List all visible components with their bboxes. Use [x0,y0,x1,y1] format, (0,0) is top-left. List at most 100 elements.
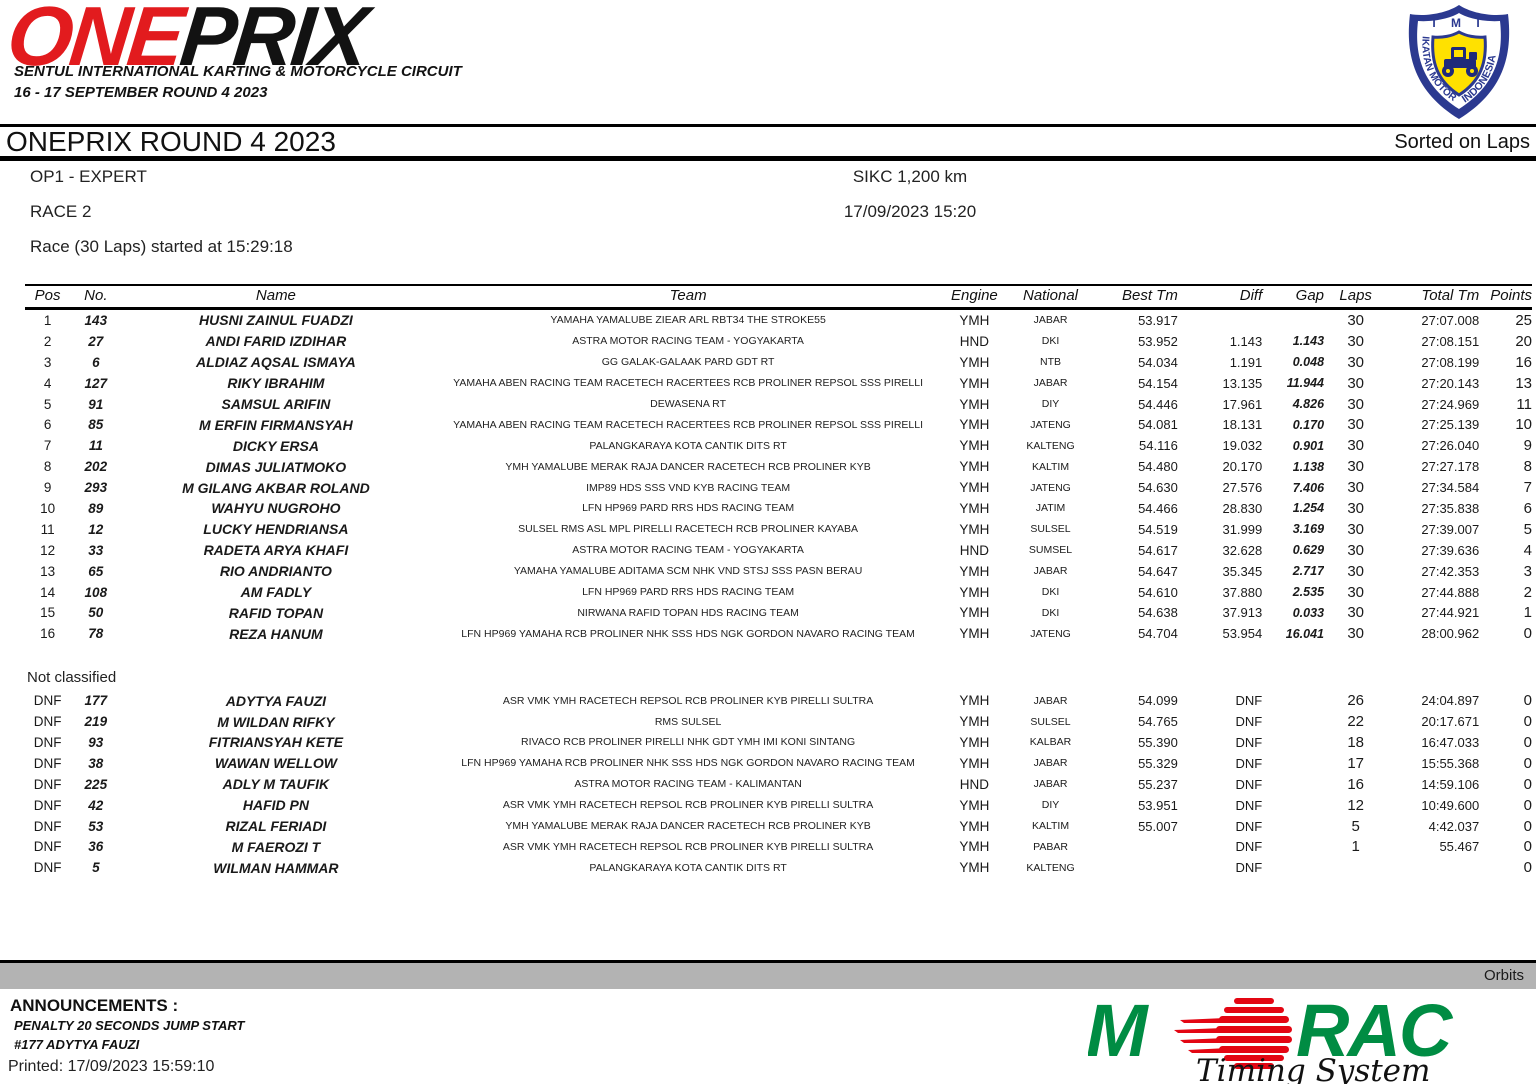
col-header-total-tm: Total Tm [1387,284,1480,310]
cell-national: KALTENG [1026,861,1075,874]
cell-team: RIVACO RCB PROLINER PIRELLI NHK GDT YMH … [521,736,856,749]
cell-gap: 2.535 [1292,585,1325,600]
cell-points: 0 [1523,859,1532,877]
table-row: 5 91 SAMSUL ARIFIN DEWASENA RT YMH DIY 54.446 1… [25,394,1532,415]
cell-name: DIMAS JULIATMOKO [205,458,347,475]
cell-team: ASTRA MOTOR RACING TEAM - YOGYAKARTA [572,544,804,557]
cell-team: GG GALAK-GALAAK PARD GDT RT [601,356,775,369]
cell-best_tm: 54.704 [1138,626,1178,642]
cell-national: DKI [1041,335,1060,348]
cell-total_tm: 20:17.671 [1421,714,1480,730]
cell-total_tm: 10:49.600 [1421,797,1480,813]
cell-points: 2 [1523,583,1532,601]
cell-total_tm: 27:08.151 [1421,333,1480,349]
cell-name: DICKY ERSA [232,437,319,454]
cell-total_tm: 27:39.636 [1421,542,1480,558]
cell-name: AM FADLY [240,584,312,601]
announcements-title: ANNOUNCEMENTS : [10,996,179,1015]
table-row: 16 78 REZA HANUM LFN HP969 YAMAHA RCB PROLI… [25,623,1532,644]
cell-engine: YMH [959,839,990,855]
cell-pos: 5 [43,396,52,412]
cell-team: SULSEL RMS ASL MPL PIRELLI RACETECH RCB … [518,523,858,536]
col-header-national: National [1003,284,1098,310]
cell-diff: DNF [1235,755,1263,771]
cell-diff: DNF [1235,797,1263,813]
cell-no: 177 [84,693,108,709]
cell-name: RIZAL FERIADI [225,818,327,835]
cell-engine: YMH [959,860,990,876]
cell-total_tm: 27:07.008 [1421,312,1480,328]
cell-best_tm: 54.154 [1138,375,1178,391]
cell-best_tm: 54.617 [1138,542,1178,558]
cell-diff: 17.961 [1222,396,1263,412]
cell-total_tm: 15:55.368 [1421,755,1480,771]
not-classified-section: Not classified [25,644,1532,690]
cell-national: DKI [1041,606,1060,619]
cell-engine: YMH [959,438,990,454]
cell-laps: 26 [1347,692,1364,710]
cell-total_tm: 27:44.888 [1421,584,1480,600]
cell-team: ASR VMK YMH RACETECH REPSOL RCB PROLINER… [502,840,874,853]
col-header-best-tm: Best Tm [1097,284,1178,310]
cell-team: ASR VMK YMH RACETECH REPSOL RCB PROLINER… [502,694,874,707]
cell-best_tm [1098,857,1178,878]
table-row: 6 85 M ERFIN FIRMANSYAH YAMAHA ABEN RACING … [25,414,1532,435]
cell-points: 0 [1523,692,1532,710]
cell-national: DKI [1041,586,1060,599]
cell-best_tm: 54.446 [1138,396,1178,412]
cell-diff: 31.999 [1222,521,1263,537]
cell-pos: 15 [40,605,56,621]
cell-diff: 1.143 [1229,333,1263,349]
cell-engine: YMH [959,797,990,813]
morac-subtitle: Timing System [1196,1053,1430,1084]
cell-total_tm: 28:00.962 [1421,626,1480,642]
table-row: 4 127 RIKY IBRAHIM YAMAHA ABEN RACING TEAM … [25,373,1532,394]
table-row: DNF 38 WAWAN WELLOW LFN HP969 YAMAHA RCB PR… [25,753,1532,774]
cell-diff: 19.032 [1222,438,1263,454]
cell-gap: 0.170 [1292,417,1325,432]
cell-points: 4 [1523,541,1532,559]
cell-national: KALTENG [1026,439,1075,452]
announcement-line-1: PENALTY 20 SECONDS JUMP START [14,1018,245,1033]
session-datetime: 17/09/2023 15:20 [843,202,977,221]
cell-national: JATENG [1030,418,1071,431]
cell-best_tm: 55.329 [1138,755,1178,771]
cell-laps [1324,857,1387,878]
cell-laps: 30 [1347,520,1364,538]
cell-points: 25 [1515,311,1532,329]
cell-gap: 16.041 [1285,626,1325,641]
cell-points: 3 [1523,562,1532,580]
cell-points: 7 [1523,479,1532,497]
cell-points: 0 [1523,775,1532,793]
cell-gap: 4.826 [1292,397,1325,411]
cell-best_tm: 54.610 [1138,584,1178,600]
cell-total_tm: 27:26.040 [1421,438,1480,454]
cell-name: WAHYU NUGROHO [211,500,341,517]
cell-name: RAFID TOPAN [228,604,324,621]
cell-pos: 16 [40,626,56,642]
cell-national: JABAR [1033,377,1068,390]
col-header-no: No. [70,284,122,310]
cell-team: YAMAHA ABEN RACING TEAM RACETECH RACERTE… [453,418,924,431]
cell-points: 0 [1523,733,1532,751]
results-table: Pos No. Name Team Engine National Best T… [25,284,1532,878]
cell-engine: HND [959,542,990,558]
cell-engine: YMH [959,417,990,433]
cell-national: JATIM [1035,502,1066,515]
cell-engine: YMH [959,605,990,621]
table-row: 12 33 RADETA ARYA KHAFI ASTRA MOTOR RACING … [25,540,1532,561]
cell-best_tm [1098,836,1178,857]
table-row: 2 27 ANDI FARID IZDIHAR ASTRA MOTOR RACING … [25,331,1532,352]
table-row: DNF 36 M FAEROZI T ASR VMK YMH RACETECH REP… [25,836,1532,857]
cell-engine: YMH [959,818,990,834]
cell-total_tm: 27:44.921 [1421,605,1480,621]
cell-name: WILMAN HAMMAR [213,859,339,876]
cell-total_tm: 16:47.033 [1421,734,1480,750]
table-row: 1 143 HUSNI ZAINUL FUADZI YAMAHA YAMALUBE Z… [25,309,1532,331]
cell-pos: 12 [40,542,56,558]
cell-no: 93 [88,734,104,750]
cell-laps: 5 [1351,817,1360,835]
cell-pos: DNF [33,693,62,709]
cell-laps: 12 [1347,796,1364,814]
cell-diff: DNF [1235,776,1263,792]
